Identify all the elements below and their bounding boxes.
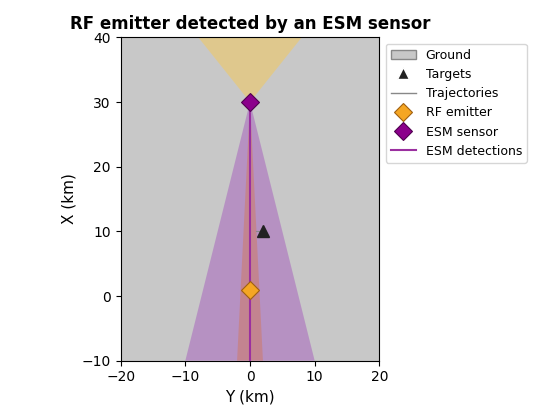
X-axis label: Y (km): Y (km) — [225, 390, 275, 405]
Y-axis label: X (km): X (km) — [61, 173, 76, 224]
Polygon shape — [185, 102, 315, 361]
Polygon shape — [237, 102, 263, 361]
Title: RF emitter detected by an ESM sensor: RF emitter detected by an ESM sensor — [70, 15, 430, 33]
Legend: Ground, Targets, Trajectories, RF emitter, ESM sensor, ESM detections: Ground, Targets, Trajectories, RF emitte… — [386, 44, 527, 163]
Polygon shape — [198, 37, 302, 102]
